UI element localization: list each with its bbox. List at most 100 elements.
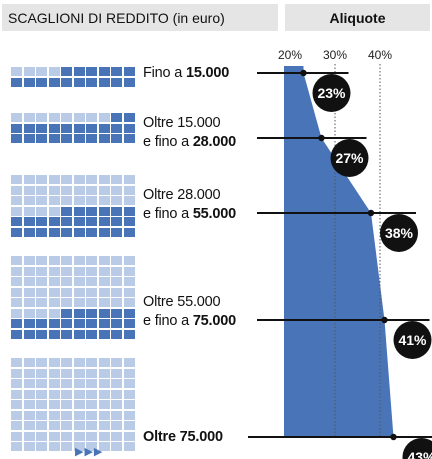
grid-cell [48,358,60,367]
grid-cell [73,185,85,195]
grid-cell [23,379,35,388]
bracket-label-1: Fino a 15.000 [143,65,230,81]
grid-cell [48,319,60,328]
grid-cell [123,287,135,297]
rate-badge [330,139,369,177]
grid-cell [61,298,72,307]
bracket-grid-1 [11,67,135,87]
grid-cell [111,77,122,87]
grid-cell [111,185,122,195]
grid-cell [73,134,85,143]
grid-cell [48,266,60,276]
grid-cell [86,421,97,430]
grid-cell [23,217,35,226]
grid-cell [86,266,97,276]
grid-cell [86,298,97,307]
grid-cell [98,379,110,388]
grid-cell [123,389,135,399]
grid-cell [123,185,135,195]
grid-cell [98,266,110,276]
grid-cell [23,77,35,87]
grid-cell [86,379,97,388]
grid-cell [86,277,97,286]
grid-cell [61,277,72,286]
grid-cell [48,206,60,216]
grid-cell [23,256,35,265]
grid-cell [111,442,122,451]
grid-cell [36,113,47,122]
grid-cell [48,77,60,87]
grid-cell [61,442,72,451]
rate-dot [318,134,325,142]
grid-cell [23,298,35,307]
grid-cell [11,175,22,184]
bracket-label-3: Oltre 28.000 e fino a 55.000 [143,187,236,222]
grid-cell [73,256,85,265]
grid-cell [36,368,47,378]
grid-cell [48,123,60,133]
grid-cell [48,134,60,143]
grid-cell [123,400,135,409]
grid-cell [61,256,72,265]
grid-cell [123,277,135,286]
grid-cell [23,400,35,409]
grid-cell [36,379,47,388]
grid-cell [86,196,97,205]
grid-cell [61,400,72,409]
bracket-label-2: Oltre 15.000 e fino a 28.000 [143,115,236,150]
grid-cell [61,123,72,133]
grid-cell [86,442,97,451]
grid-cell [98,206,110,216]
grid-cell [61,67,72,76]
grid-cell [61,77,72,87]
grid-cell [73,329,85,339]
grid-cell [123,206,135,216]
grid-cell [98,358,110,367]
grid-cell [11,123,22,133]
grid-cell [73,277,85,286]
grid-cell [123,196,135,205]
grid-cell [73,123,85,133]
grid-cell [11,185,22,195]
grid-cell [86,134,97,143]
grid-cell [11,400,22,409]
grid-cell [61,368,72,378]
grid-cell [98,410,110,420]
rate-label: 38% [385,225,414,241]
grid-cell [111,256,122,265]
grid-cell [111,421,122,430]
grid-cell [36,185,47,195]
grid-cell [98,368,110,378]
grid-cell [98,277,110,286]
grid-cell [73,113,85,122]
grid-cell [48,256,60,265]
grid-cell [123,308,135,318]
continuation-arrows: ▶▶▶ [75,446,104,458]
grid-cell [123,358,135,367]
grid-cell [36,277,47,286]
grid-cell [23,368,35,378]
grid-cell [36,358,47,367]
grid-cell [23,134,35,143]
grid-cell [98,400,110,409]
grid-cell [73,287,85,297]
grid-cell [48,368,60,378]
grid-cell [73,442,85,451]
grid-cell [98,175,110,184]
grid-cell [48,298,60,307]
rate-badge [312,74,351,112]
grid-cell [36,134,47,143]
grid-cell [98,431,110,441]
grid-cell [86,67,97,76]
grid-cell [36,442,47,451]
grid-cell [86,175,97,184]
grid-cell [111,368,122,378]
grid-cell [73,77,85,87]
grid-cell [98,308,110,318]
grid-cell [123,266,135,276]
grid-cell [123,175,135,184]
grid-cell [111,431,122,441]
bracket-grid-3 [11,175,135,237]
bracket-grid-4 [11,256,135,339]
grid-cell [61,421,72,430]
